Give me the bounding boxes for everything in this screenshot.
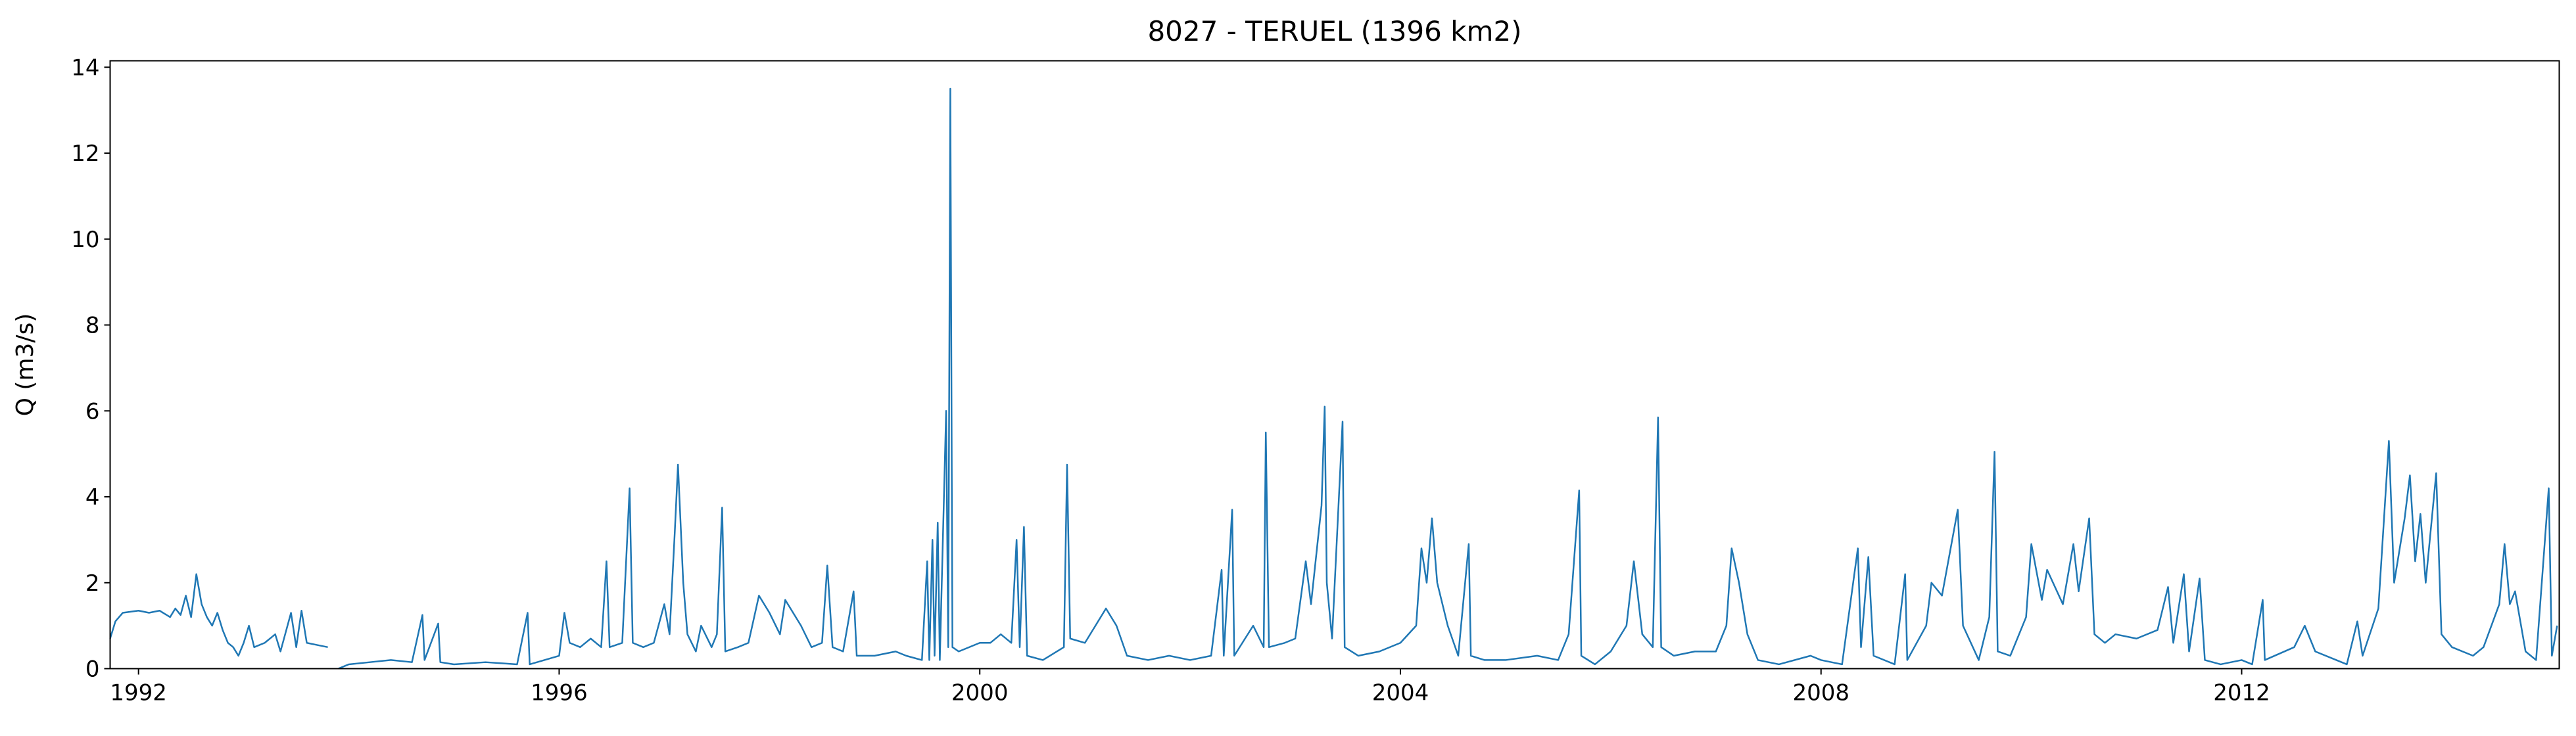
x-tick-label: 2008 xyxy=(1792,680,1849,706)
x-tick-label: 1996 xyxy=(531,680,588,706)
y-axis-label: Q (m3/s) xyxy=(12,313,39,417)
y-tick-label: 14 xyxy=(71,55,99,81)
y-tick-label: 0 xyxy=(85,656,100,683)
y-tick-label: 8 xyxy=(85,313,100,339)
x-tick-label: 1992 xyxy=(110,680,167,706)
y-tick-label: 6 xyxy=(85,398,100,425)
y-tick-label: 10 xyxy=(71,227,99,253)
chart-title: 8027 - TERUEL (1396 km2) xyxy=(1147,15,1521,47)
x-tick-label: 2004 xyxy=(1372,680,1429,706)
series-line xyxy=(109,87,2558,670)
plot-frame xyxy=(109,60,2560,670)
y-tick-label: 12 xyxy=(71,141,99,167)
x-tick-label: 2000 xyxy=(951,680,1009,706)
y-tick-label: 4 xyxy=(85,484,100,511)
y-tick-label: 2 xyxy=(85,570,100,597)
x-tick-label: 2012 xyxy=(2213,680,2270,706)
